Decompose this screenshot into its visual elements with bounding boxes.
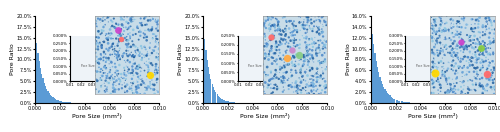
Bar bbox=[38, 61, 40, 103]
Bar bbox=[377, 67, 378, 103]
Y-axis label: Pore Ratio: Pore Ratio bbox=[10, 44, 15, 75]
Bar bbox=[209, 74, 210, 103]
Bar bbox=[403, 102, 404, 103]
Bar bbox=[224, 100, 225, 103]
Bar bbox=[213, 87, 214, 103]
Bar bbox=[380, 81, 382, 103]
Bar bbox=[220, 98, 222, 103]
Bar bbox=[229, 102, 230, 103]
Bar bbox=[230, 102, 232, 103]
Bar bbox=[398, 101, 399, 103]
Bar bbox=[46, 89, 48, 103]
Bar bbox=[387, 93, 388, 103]
Bar bbox=[64, 102, 65, 103]
Bar bbox=[52, 97, 54, 103]
Y-axis label: Pore Ratio: Pore Ratio bbox=[178, 44, 183, 75]
Bar bbox=[393, 99, 394, 103]
Bar bbox=[406, 102, 408, 103]
Bar bbox=[58, 101, 60, 103]
Bar bbox=[409, 102, 410, 103]
Bar bbox=[48, 93, 50, 103]
Bar bbox=[60, 101, 61, 103]
Bar bbox=[400, 101, 402, 103]
Bar bbox=[62, 102, 64, 103]
Bar bbox=[234, 102, 235, 103]
Bar bbox=[388, 94, 390, 103]
Bar bbox=[65, 102, 66, 103]
Bar bbox=[390, 97, 392, 103]
Bar bbox=[386, 91, 387, 103]
Bar bbox=[402, 102, 403, 103]
Bar bbox=[404, 102, 406, 103]
X-axis label: Pore Size (mm²): Pore Size (mm²) bbox=[408, 113, 458, 119]
Bar bbox=[370, 22, 372, 103]
Bar bbox=[219, 97, 220, 103]
Bar bbox=[54, 98, 55, 103]
Bar bbox=[35, 31, 36, 103]
Bar bbox=[226, 101, 228, 103]
Bar bbox=[42, 78, 43, 103]
Bar bbox=[392, 98, 393, 103]
Bar bbox=[382, 84, 383, 103]
Bar bbox=[228, 102, 229, 103]
Bar bbox=[232, 102, 234, 103]
Bar bbox=[408, 102, 409, 103]
Bar bbox=[204, 39, 206, 103]
X-axis label: Pore Size (mm²): Pore Size (mm²) bbox=[240, 113, 290, 119]
Y-axis label: Pore Ratio: Pore Ratio bbox=[346, 44, 350, 75]
Bar bbox=[214, 90, 215, 103]
X-axis label: Pore Size (mm²): Pore Size (mm²) bbox=[72, 113, 122, 119]
Bar bbox=[40, 68, 41, 103]
Bar bbox=[374, 53, 376, 103]
Bar bbox=[210, 79, 212, 103]
Bar bbox=[45, 86, 46, 103]
Bar bbox=[208, 67, 209, 103]
Bar bbox=[372, 34, 373, 103]
Bar bbox=[56, 100, 58, 103]
Bar bbox=[225, 101, 226, 103]
Bar bbox=[61, 102, 62, 103]
Bar bbox=[394, 99, 396, 103]
Bar bbox=[383, 87, 384, 103]
Bar bbox=[397, 100, 398, 103]
Bar bbox=[378, 72, 380, 103]
Bar bbox=[218, 96, 219, 103]
Bar bbox=[216, 94, 218, 103]
Bar bbox=[51, 96, 52, 103]
Bar bbox=[373, 44, 374, 103]
Bar bbox=[66, 102, 68, 103]
Bar bbox=[41, 74, 42, 103]
Bar bbox=[68, 102, 70, 103]
Bar bbox=[376, 61, 377, 103]
Bar bbox=[70, 102, 71, 103]
Bar bbox=[50, 95, 51, 103]
Bar bbox=[55, 99, 56, 103]
Bar bbox=[206, 60, 208, 103]
Bar bbox=[203, 24, 204, 103]
Bar bbox=[36, 43, 38, 103]
Bar bbox=[222, 100, 224, 103]
Bar bbox=[44, 83, 45, 103]
Bar bbox=[384, 89, 386, 103]
